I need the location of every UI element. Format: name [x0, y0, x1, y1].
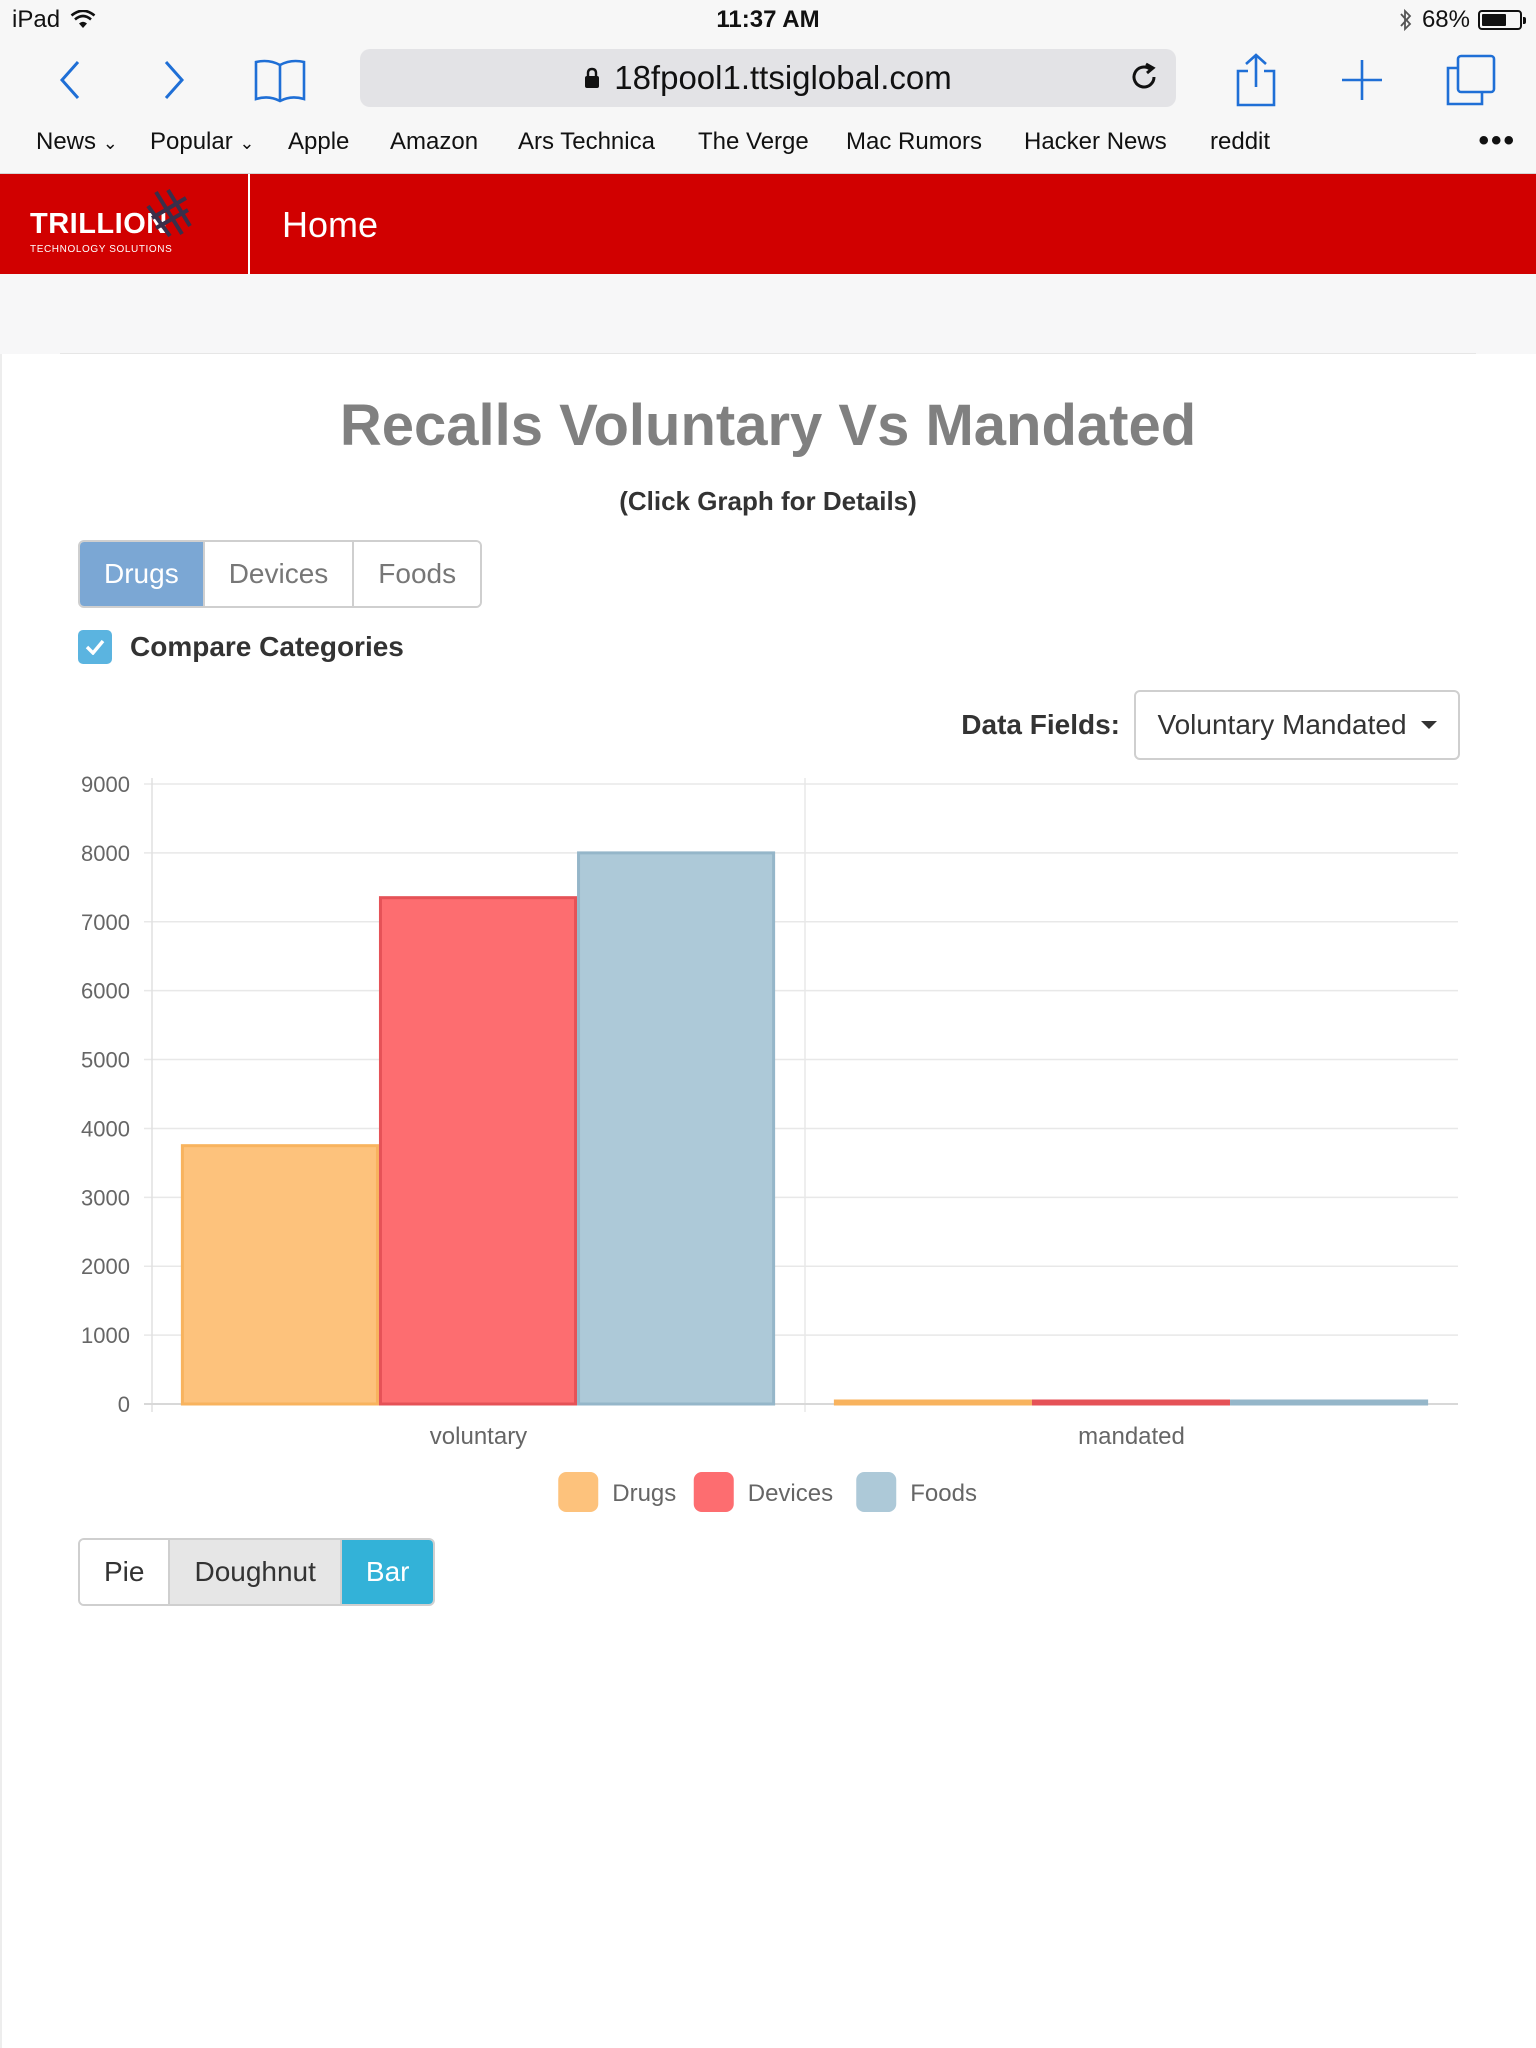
bookmark-news[interactable]: News ⌄: [36, 128, 118, 155]
compare-label: Compare Categories: [130, 631, 404, 662]
bar-drugs-mandated[interactable]: [833, 1399, 1032, 1406]
x-tick-label: voluntary: [430, 1423, 527, 1450]
x-tick-label: mandated: [1078, 1423, 1185, 1450]
ios-status-bar: iPad 11:37 AM 68%: [0, 0, 1536, 40]
back-icon[interactable]: [40, 52, 100, 108]
y-tick-label: 6000: [81, 979, 130, 1004]
chart-subtitle: (Click Graph for Details): [619, 486, 917, 516]
tabs-icon[interactable]: [1440, 52, 1500, 108]
bookmarks-icon[interactable]: [250, 52, 310, 108]
page-spacer: [0, 274, 1536, 354]
app-header: TRILLION TECHNOLOGY SOLUTIONS Home: [0, 174, 1536, 274]
data-fields-value: Voluntary Mandated: [1157, 709, 1407, 740]
lock-icon: [585, 67, 600, 88]
compare-categories[interactable]: Compare Categories: [78, 630, 404, 664]
bar-devices-mandated[interactable]: [1031, 1399, 1231, 1406]
bookmark-apple[interactable]: Apple: [288, 128, 350, 155]
data-fields-label: Data Fields:: [961, 709, 1120, 740]
more-icon[interactable]: •••: [1478, 124, 1516, 157]
y-tick-label: 9000: [81, 772, 130, 797]
bookmark-mac-rumors[interactable]: Mac Rumors: [846, 128, 983, 155]
url-text: 18fpool1.ttsiglobal.com: [614, 59, 952, 96]
caret-down-icon: [1420, 721, 1437, 729]
y-tick-label: 0: [118, 1392, 130, 1417]
bookmark-amazon[interactable]: Amazon: [390, 128, 479, 155]
category-tabs: Drugs Devices Foods: [78, 540, 483, 608]
reload-icon[interactable]: [1126, 59, 1162, 95]
bookmark-popular[interactable]: Popular ⌄: [150, 128, 255, 155]
y-tick-label: 1000: [81, 1323, 130, 1348]
favorites-bar: News ⌄ Popular ⌄ Apple Amazon Ars Techni…: [0, 120, 1536, 174]
legend-label-foods: Foods: [910, 1480, 977, 1507]
bookmark-the-verge[interactable]: The Verge: [698, 128, 809, 155]
y-tick-label: 5000: [81, 1048, 130, 1073]
brand-logo[interactable]: TRILLION TECHNOLOGY SOLUTIONS: [0, 174, 250, 274]
bar-foods-mandated[interactable]: [1230, 1399, 1429, 1406]
brand-name: TRILLION: [30, 208, 168, 240]
chart-type-toggle: Pie Doughnut Bar: [78, 1538, 436, 1606]
tab-devices[interactable]: Devices: [204, 542, 355, 606]
legend-swatch-foods: [856, 1472, 897, 1512]
chart-type-doughnut[interactable]: Doughnut: [170, 1540, 342, 1604]
checkmark-icon: [85, 639, 105, 655]
address-bar[interactable]: 18fpool1.ttsiglobal.com: [360, 49, 1176, 107]
legend-label-devices: Devices: [748, 1480, 833, 1507]
tab-foods[interactable]: Foods: [354, 542, 481, 606]
chart-title: Recalls Voluntary Vs Mandated: [339, 393, 1197, 458]
legend-label-drugs: Drugs: [612, 1480, 676, 1507]
bar-foods-voluntary[interactable]: [577, 851, 776, 1406]
new-tab-icon[interactable]: [1332, 52, 1392, 108]
chart-type-bar[interactable]: Bar: [341, 1540, 434, 1604]
y-tick-label: 3000: [81, 1185, 130, 1210]
page-title[interactable]: Home: [282, 204, 379, 245]
chevron-down-icon: ⌄: [102, 133, 118, 153]
chevron-down-icon: ⌄: [239, 133, 255, 153]
bar-devices-voluntary[interactable]: [378, 896, 578, 1406]
tab-drugs[interactable]: Drugs: [80, 542, 205, 606]
bookmark-reddit[interactable]: reddit: [1210, 128, 1271, 155]
device-label: iPad: [12, 6, 61, 33]
y-tick-label: 7000: [81, 910, 130, 935]
battery-icon: [1478, 10, 1526, 30]
y-tick-label: 2000: [81, 1254, 130, 1279]
bookmark-hacker-news[interactable]: Hacker News: [1024, 128, 1167, 155]
bookmark-ars-technica[interactable]: Ars Technica: [518, 128, 655, 155]
battery-percent: 68%: [1421, 6, 1470, 33]
wifi-icon: [70, 10, 96, 28]
bar-drugs-voluntary[interactable]: [180, 1144, 379, 1406]
browser-toolbar: 18fpool1.ttsiglobal.com: [0, 40, 1536, 120]
panel-divider: [60, 353, 1476, 354]
y-tick-label: 4000: [81, 1116, 130, 1141]
bar-chart[interactable]: 0 1000 2000 3000 4000 5000 6000 7000 8000 9000 vol…: [0, 760, 1536, 1520]
data-fields-select[interactable]: Voluntary Mandated: [1134, 690, 1460, 760]
compare-checkbox[interactable]: [78, 630, 112, 664]
bluetooth-icon: [1400, 8, 1412, 32]
share-icon[interactable]: [1226, 52, 1286, 108]
logo-mark-icon: [146, 188, 192, 238]
brand-tagline: TECHNOLOGY SOLUTIONS: [30, 244, 173, 255]
chart-type-pie[interactable]: Pie: [80, 1540, 171, 1604]
data-fields: Data Fields: Voluntary Mandated: [961, 690, 1460, 760]
y-tick-label: 8000: [81, 841, 130, 866]
panel-edge: [0, 354, 2, 2048]
legend-swatch-devices: [693, 1472, 734, 1512]
legend-swatch-drugs: [558, 1472, 599, 1512]
status-clock: 11:37 AM: [716, 6, 820, 33]
forward-icon[interactable]: [144, 52, 204, 108]
